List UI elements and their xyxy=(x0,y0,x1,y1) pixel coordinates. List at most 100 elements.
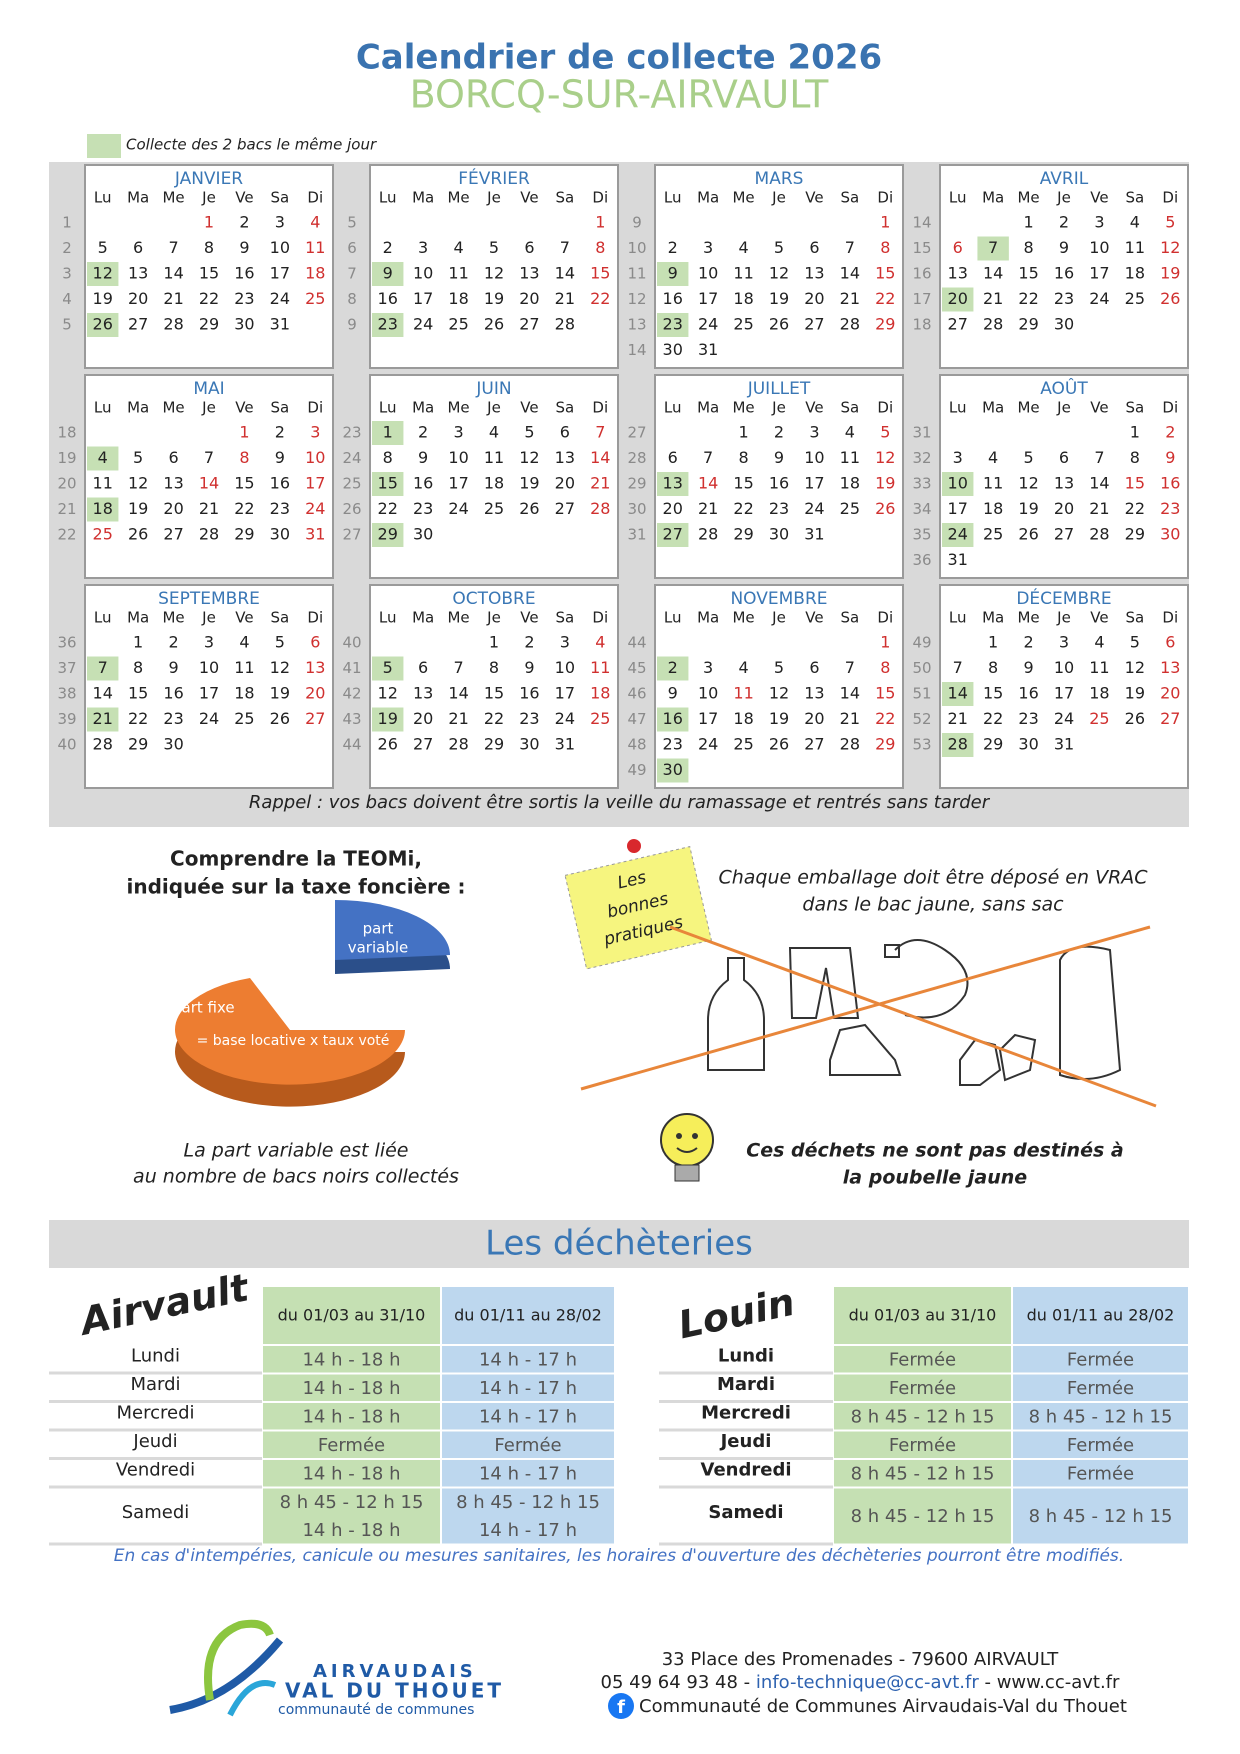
week-number: 20 xyxy=(57,475,76,493)
day: 17 xyxy=(448,474,468,493)
collection-highlight xyxy=(372,313,404,337)
day: 18 xyxy=(1125,264,1145,283)
day: 18 xyxy=(93,499,113,518)
weekday: Lu xyxy=(949,399,967,417)
decheteries-band xyxy=(49,1220,1189,1268)
day: 13 xyxy=(519,264,539,283)
day: 27 xyxy=(128,315,148,334)
day: 4 xyxy=(453,238,463,257)
day: 6 xyxy=(133,238,143,257)
day: 11 xyxy=(234,658,254,677)
hours-cell xyxy=(1013,1460,1188,1487)
day: 5 xyxy=(98,238,108,257)
day: 16 xyxy=(163,684,183,703)
week-number: 7 xyxy=(347,265,357,283)
day: 24 xyxy=(948,525,968,544)
day: 21 xyxy=(983,289,1003,308)
day: 25 xyxy=(484,499,504,518)
day: 20 xyxy=(804,289,824,308)
hours: 14 h - 18 h xyxy=(302,1349,400,1370)
day: 8 xyxy=(383,448,393,467)
hours-cell xyxy=(834,1403,1011,1430)
day: 18 xyxy=(733,709,753,728)
day: 17 xyxy=(698,709,718,728)
hours-cell xyxy=(834,1460,1011,1487)
day: 1 xyxy=(1130,423,1140,442)
day: 12 xyxy=(484,264,504,283)
day: 11 xyxy=(1125,238,1145,257)
day: 7 xyxy=(703,448,713,467)
day: 15 xyxy=(590,264,610,283)
day: 24 xyxy=(804,499,824,518)
weekday: Me xyxy=(1017,609,1039,627)
day: 8 xyxy=(1023,238,1033,257)
day: 12 xyxy=(270,658,290,677)
pin xyxy=(627,839,641,853)
hours: Fermée xyxy=(1067,1463,1134,1484)
weekday: Ve xyxy=(1090,189,1108,207)
day: 11 xyxy=(1089,658,1109,677)
day: 4 xyxy=(595,633,605,652)
day: 14 xyxy=(1089,474,1109,493)
day: 19 xyxy=(128,499,148,518)
day: 6 xyxy=(560,423,570,442)
warning: Ces déchets ne sont pas destinés à xyxy=(746,1140,1123,1162)
day: 7 xyxy=(168,238,178,257)
day: 8 xyxy=(489,658,499,677)
day: 3 xyxy=(809,423,819,442)
collection-highlight xyxy=(942,287,974,312)
day: 28 xyxy=(840,315,860,334)
email[interactable]: info-technique@cc-avt.fr xyxy=(756,1672,979,1693)
week-number: 49 xyxy=(912,634,931,652)
day: 29 xyxy=(199,315,219,334)
weekday: Me xyxy=(447,189,469,207)
website[interactable]: - www.cc-avt.fr xyxy=(984,1672,1120,1693)
weekday: Ma xyxy=(982,189,1004,207)
weekday: Ve xyxy=(805,189,823,207)
week-number: 26 xyxy=(342,500,361,518)
day: 28 xyxy=(1089,525,1109,544)
week-number: 47 xyxy=(627,710,646,728)
day: 28 xyxy=(840,735,860,754)
day: 11 xyxy=(448,264,468,283)
month-name: AVRIL xyxy=(1040,169,1089,189)
day: 7 xyxy=(988,238,998,257)
hours-cell xyxy=(263,1488,440,1544)
period-header xyxy=(263,1287,440,1344)
day: 30 xyxy=(413,525,433,544)
day-label: Lundi xyxy=(131,1345,180,1366)
weekday: Ma xyxy=(412,189,434,207)
day: 22 xyxy=(234,499,254,518)
month-box xyxy=(369,164,619,369)
day: 29 xyxy=(378,525,398,544)
week-number: 23 xyxy=(342,424,361,442)
day-cell xyxy=(659,1374,833,1400)
day: 13 xyxy=(163,474,183,493)
day: 17 xyxy=(1089,264,1109,283)
day: 2 xyxy=(774,423,784,442)
day: 16 xyxy=(663,289,683,308)
week-number: 10 xyxy=(627,239,646,257)
month-name: FÉVRIER xyxy=(458,167,530,189)
week-number: 1 xyxy=(62,214,72,232)
day: 6 xyxy=(668,448,678,467)
day: 21 xyxy=(948,709,968,728)
instruction: dans le bac jaune, sans sac xyxy=(802,894,1064,916)
day: 5 xyxy=(133,448,143,467)
day: 4 xyxy=(1130,213,1140,232)
day: 5 xyxy=(774,658,784,677)
day: 3 xyxy=(560,633,570,652)
day: 31 xyxy=(804,525,824,544)
day: 5 xyxy=(1130,633,1140,652)
day: 10 xyxy=(698,684,718,703)
weekday: Me xyxy=(162,399,184,417)
facebook: Communauté de Communes Airvaudais-Val du… xyxy=(639,1696,1127,1717)
day: 16 xyxy=(234,264,254,283)
day: 7 xyxy=(1094,448,1104,467)
week-number: 42 xyxy=(342,685,361,703)
day: 9 xyxy=(1059,238,1069,257)
day: 25 xyxy=(840,499,860,518)
week-number: 53 xyxy=(912,736,931,754)
weekday: Me xyxy=(1017,189,1039,207)
week-number: 31 xyxy=(627,526,646,544)
